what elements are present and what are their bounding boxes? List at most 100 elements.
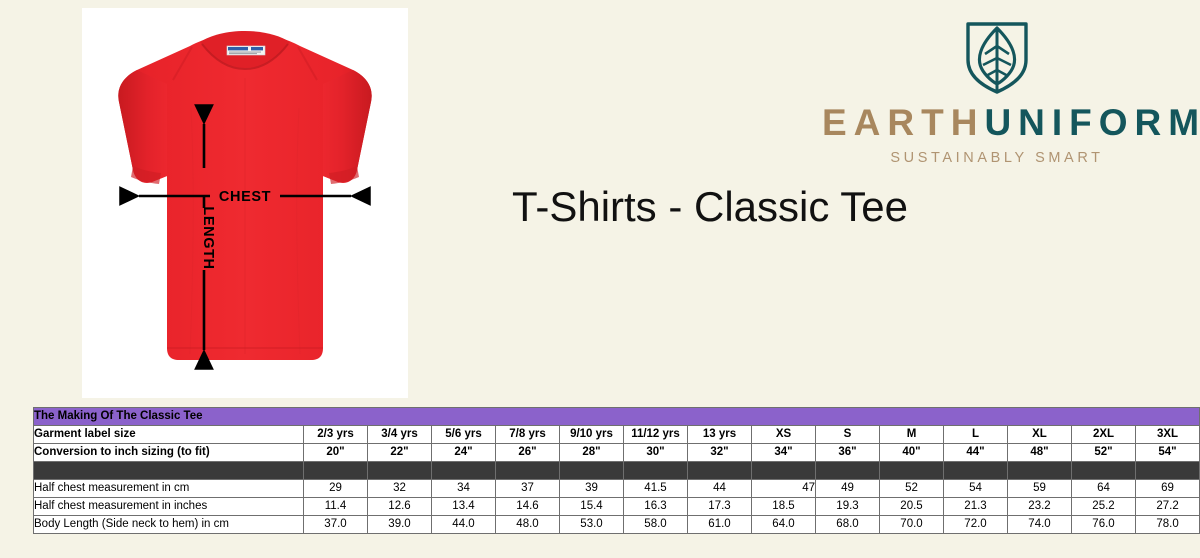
cell-size-10: L (943, 425, 1008, 444)
cell-chestin-0: 11.4 (303, 497, 368, 516)
cell-chestcm-1: 32 (367, 479, 432, 498)
cell-chestin-7: 18.5 (751, 497, 816, 516)
cell-bodylen-2: 44.0 (431, 515, 496, 534)
cell-size-0: 2/3 yrs (303, 425, 368, 444)
cell-size-2: 5/6 yrs (431, 425, 496, 444)
cell-chestin-4: 15.4 (559, 497, 624, 516)
row-half-chest-cm: Half chest measurement in cm 29 32 34 37… (33, 479, 1200, 498)
cell-chestin-1: 12.6 (367, 497, 432, 516)
tshirt-illustration (118, 31, 372, 360)
cell-chestcm-7: 47 (751, 479, 816, 498)
spacer-cell-1 (367, 461, 432, 480)
cell-bodylen-3: 48.0 (495, 515, 560, 534)
cell-chestcm-6: 44 (687, 479, 752, 498)
cell-size-7: XS (751, 425, 816, 444)
cell-conv-0: 20" (303, 443, 368, 462)
cell-conv-3: 26" (495, 443, 560, 462)
cell-bodylen-8: 68.0 (815, 515, 880, 534)
spacer-cell-12 (1071, 461, 1136, 480)
cell-chestin-6: 17.3 (687, 497, 752, 516)
spacer-cell-3 (495, 461, 560, 480)
cell-chestin-3: 14.6 (495, 497, 560, 516)
cell-conv-13: 54" (1134, 443, 1200, 462)
cell-conv-12: 52" (1071, 443, 1136, 462)
row-label-half-chest-cm: Half chest measurement in cm (33, 479, 304, 498)
tshirt-right-shoulder-seam (297, 46, 318, 81)
cell-chestin-11: 23.2 (1007, 497, 1072, 516)
spacer-cell-7 (751, 461, 816, 480)
spacer-cell-label (33, 461, 304, 480)
spacer-cell-5 (623, 461, 688, 480)
row-conversion: Conversion to inch sizing (to fit) 20" 2… (33, 443, 1200, 462)
tshirt-left-shoulder-seam (172, 46, 193, 81)
spacer-cell-6 (687, 461, 752, 480)
spacer-cell-10 (943, 461, 1008, 480)
cell-bodylen-10: 72.0 (943, 515, 1008, 534)
tshirt-image: CHEST LENGTH (82, 8, 408, 398)
cell-bodylen-12: 76.0 (1071, 515, 1136, 534)
size-chart: The Making Of The Classic Tee Garment la… (32, 407, 1200, 534)
brand-tagline: SUSTAINABLY SMART (890, 150, 1104, 166)
cell-bodylen-1: 39.0 (367, 515, 432, 534)
cell-chestcm-2: 34 (431, 479, 496, 498)
cell-size-5: 11/12 yrs (623, 425, 688, 444)
brand-word-earth: EARTH (822, 102, 985, 143)
cell-size-9: M (879, 425, 944, 444)
table-spacer-row (33, 461, 1200, 480)
cell-chestin-10: 21.3 (943, 497, 1008, 516)
cell-chestin-8: 19.3 (815, 497, 880, 516)
spacer-cell-13 (1134, 461, 1200, 480)
cell-bodylen-13: 78.0 (1134, 515, 1200, 534)
row-label-conversion: Conversion to inch sizing (to fit) (33, 443, 304, 462)
spacer-cell-2 (431, 461, 496, 480)
cell-chestin-9: 20.5 (879, 497, 944, 516)
tshirt-fold-left (189, 107, 194, 355)
cell-chestcm-0: 29 (303, 479, 368, 498)
cell-chestcm-9: 52 (879, 479, 944, 498)
brand-wordmark: EARTHUNIFORM (822, 102, 1199, 143)
row-label-half-chest-inches: Half chest measurement in inches (33, 497, 304, 516)
row-label-body-length: Body Length (Side neck to hem) in cm (33, 515, 304, 534)
cell-conv-4: 28" (559, 443, 624, 462)
tshirt-left-sleeve (118, 70, 167, 183)
brand-word-uniform: UNIFORM (984, 102, 1200, 143)
cell-conv-8: 36" (815, 443, 880, 462)
cell-conv-9: 40" (879, 443, 944, 462)
cell-size-1: 3/4 yrs (367, 425, 432, 444)
cell-conv-2: 24" (431, 443, 496, 462)
cell-chestcm-12: 64 (1071, 479, 1136, 498)
tshirt-fold-right (296, 107, 301, 355)
cell-chestcm-5: 41.5 (623, 479, 688, 498)
spacer-cell-8 (815, 461, 880, 480)
spacer-cell-9 (879, 461, 944, 480)
cell-bodylen-5: 58.0 (623, 515, 688, 534)
cell-chestcm-10: 54 (943, 479, 1008, 498)
shield-leaf-icon (966, 22, 1028, 94)
table-banner-title: The Making Of The Classic Tee (32, 407, 1200, 426)
cell-chestcm-8: 49 (815, 479, 880, 498)
cell-size-13: 3XL (1134, 425, 1200, 444)
cell-bodylen-0: 37.0 (303, 515, 368, 534)
cell-bodylen-4: 53.0 (559, 515, 624, 534)
tshirt-left-cuff (131, 166, 161, 184)
cell-bodylen-9: 70.0 (879, 515, 944, 534)
cell-conv-11: 48" (1007, 443, 1072, 462)
cell-chestcm-3: 37 (495, 479, 560, 498)
cell-size-8: S (815, 425, 880, 444)
cell-bodylen-11: 74.0 (1007, 515, 1072, 534)
row-label-garment-size: Garment label size (33, 425, 304, 444)
page-title: T-Shirts - Classic Tee (512, 183, 908, 230)
row-body-length-cm: Body Length (Side neck to hem) in cm 37.… (33, 515, 1200, 534)
cell-size-4: 9/10 yrs (559, 425, 624, 444)
cell-chestcm-4: 39 (559, 479, 624, 498)
tshirt-neck-label (226, 45, 266, 56)
cell-chestin-5: 16.3 (623, 497, 688, 516)
row-garment-label-size: Garment label size 2/3 yrs 3/4 yrs 5/6 y… (33, 425, 1200, 444)
cell-conv-6: 32" (687, 443, 752, 462)
spacer-cell-4 (559, 461, 624, 480)
cell-size-6: 13 yrs (687, 425, 752, 444)
table-banner-row: The Making Of The Classic Tee (32, 407, 1200, 426)
spacer-cell-11 (1007, 461, 1072, 480)
cell-conv-5: 30" (623, 443, 688, 462)
brand-logo: EARTHUNIFORM SUSTAINABLY SMART (822, 14, 1199, 166)
